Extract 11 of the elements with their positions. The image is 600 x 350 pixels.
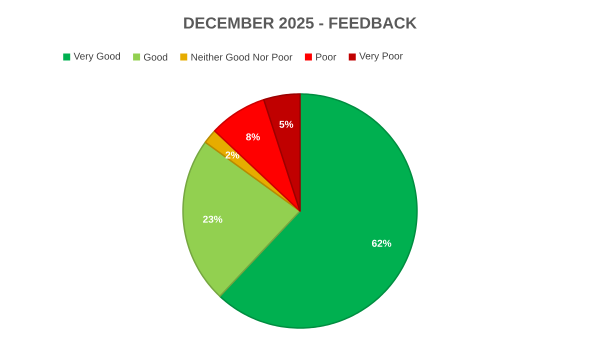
data-label: 8% [246,133,260,140]
legend-label: Poor [316,54,336,60]
legend-label: Very Poor [359,52,403,62]
chart-title: DECEMBER 2025 - FEEDBACK [184,17,417,29]
data-label: 2% [226,152,240,159]
legend-label: Very Good [74,52,120,62]
data-label: 23% [203,216,222,223]
legend-label: Neither Good Nor Poor [191,53,292,61]
data-label: 5% [279,120,294,128]
data-label: 62% [372,240,392,247]
legend-label: Good [144,53,168,61]
